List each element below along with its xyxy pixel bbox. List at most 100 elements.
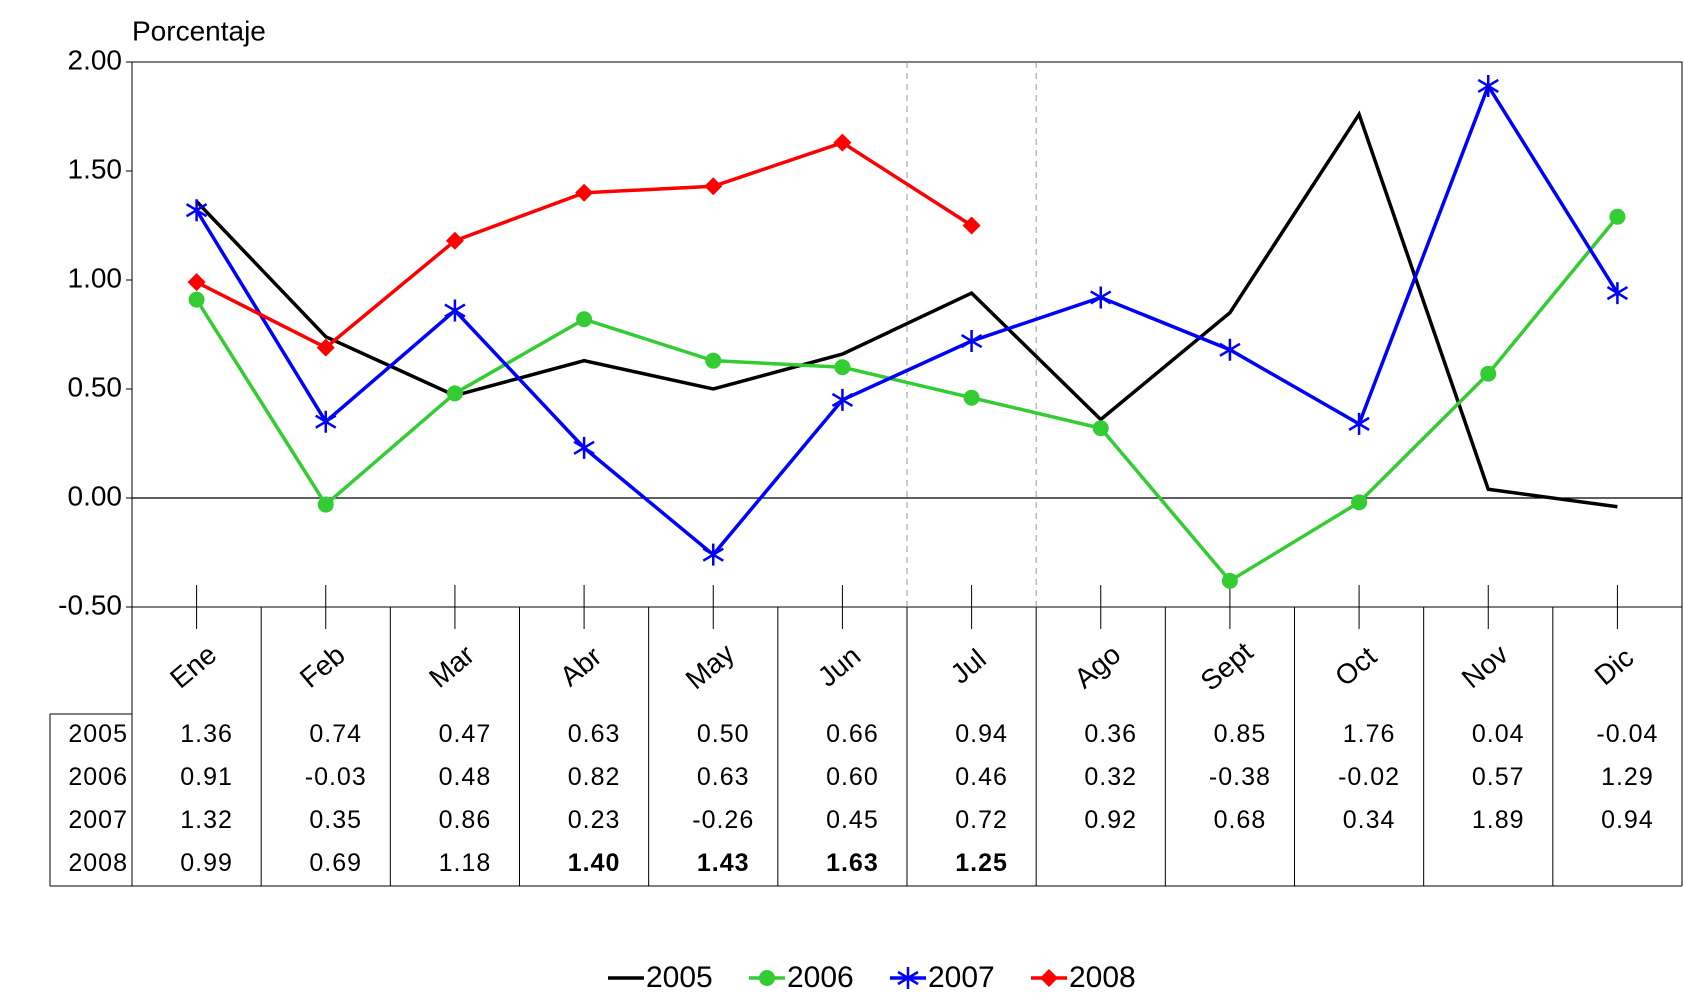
point [185, 199, 208, 222]
table-cell: 0.23 [568, 806, 621, 834]
series-line [195, 82, 1619, 558]
point [1606, 282, 1629, 305]
legend-label: 2005 [646, 961, 713, 994]
point [446, 385, 463, 402]
point [444, 299, 466, 322]
table-cell: 0.69 [309, 849, 362, 877]
x-tick-label: Dic [1589, 642, 1640, 692]
table-cell: 0.72 [955, 806, 1008, 834]
table-cell: 0.57 [1472, 763, 1525, 791]
table-cell: 1.76 [1343, 720, 1396, 748]
point [188, 291, 205, 308]
table-cell: 1.43 [697, 849, 750, 877]
table-cell: 0.99 [180, 849, 233, 877]
row-label: 2006 [68, 763, 128, 791]
table-cell: 1.18 [439, 849, 492, 877]
y-tick-label: 1.50 [68, 153, 123, 184]
x-tick-label: May [680, 638, 740, 696]
point [834, 359, 851, 376]
point [445, 231, 464, 250]
legend-label: 2007 [928, 961, 995, 994]
x-tick-label: Feb [294, 639, 351, 694]
point [575, 183, 594, 202]
table-cell: 0.35 [309, 806, 362, 834]
table-cell: 0.94 [955, 720, 1008, 748]
point [833, 133, 852, 152]
point [187, 273, 206, 292]
x-tick-label: Nov [1456, 639, 1514, 695]
table-cell: 0.66 [826, 720, 879, 748]
table-cell: -0.02 [1338, 763, 1400, 791]
table-cell: 0.47 [439, 720, 492, 748]
table-cell: 0.91 [180, 763, 233, 791]
y-axis-title: Porcentaje [132, 15, 266, 46]
table-cell: 0.46 [955, 763, 1008, 791]
x-tick-label: Jul [945, 643, 992, 690]
y-tick-label: 0.50 [68, 371, 123, 402]
point [1348, 412, 1370, 435]
series-line [195, 110, 1618, 509]
table-cell: 1.36 [180, 720, 233, 748]
table-cell: 0.32 [1084, 763, 1137, 791]
table-cell: 0.34 [1343, 806, 1396, 834]
legend-marker [1040, 969, 1058, 987]
y-tick-label: 1.00 [68, 262, 123, 293]
point [960, 330, 983, 353]
table-cell: 1.63 [826, 849, 879, 877]
row-label: 2008 [68, 849, 128, 877]
table-cell: 0.48 [439, 763, 492, 791]
x-tick-label: Mar [423, 639, 480, 694]
legend-label: 2008 [1069, 961, 1136, 994]
point [573, 436, 595, 459]
table-cell: 1.32 [180, 806, 233, 834]
point [1351, 494, 1368, 511]
legend-marker [897, 967, 919, 989]
table-cell: -0.26 [692, 806, 754, 834]
table-cell: 0.36 [1084, 720, 1137, 748]
table-cell: 0.45 [826, 806, 879, 834]
table-cell: 0.63 [697, 763, 750, 791]
point [1090, 286, 1112, 309]
table-cell: -0.38 [1209, 763, 1271, 791]
table-cell: 0.60 [826, 763, 879, 791]
point [1609, 208, 1626, 225]
point [576, 311, 593, 328]
table-cell: 0.63 [568, 720, 621, 748]
point [1219, 338, 1241, 361]
point [702, 543, 724, 566]
point [1480, 365, 1497, 382]
y-tick-label: -0.50 [58, 589, 122, 620]
x-tick-label: Jun [812, 640, 867, 693]
table-cell: 0.82 [568, 763, 621, 791]
table-cell: 0.92 [1084, 806, 1137, 834]
point [962, 216, 981, 235]
table-cell: 0.94 [1601, 806, 1654, 834]
x-tick-label: Sept [1195, 636, 1259, 697]
point [1477, 74, 1499, 97]
point [315, 410, 337, 433]
point [963, 389, 980, 406]
point [1221, 572, 1238, 589]
x-tick-label: Abr [554, 641, 607, 693]
table-cell: -0.04 [1596, 720, 1658, 748]
table-cell: 1.40 [568, 849, 621, 877]
table-cell: 0.74 [309, 720, 362, 748]
point [704, 177, 723, 196]
x-tick-label: Ene [164, 638, 222, 694]
point [317, 496, 334, 513]
row-label: 2005 [68, 720, 128, 748]
table-cell: 1.25 [955, 849, 1008, 877]
x-tick-label: Ago [1068, 638, 1126, 694]
table-cell: 1.29 [1601, 763, 1654, 791]
table-cell: 0.85 [1214, 720, 1267, 748]
table-cell: 1.89 [1472, 806, 1525, 834]
point [705, 352, 722, 369]
legend-label: 2006 [787, 961, 854, 994]
series-line [195, 215, 1619, 584]
table-cell: -0.03 [305, 763, 367, 791]
point [316, 338, 335, 357]
y-tick-label: 2.00 [68, 44, 123, 75]
table-cell: 0.50 [697, 720, 750, 748]
table-cell: 0.04 [1472, 720, 1525, 748]
